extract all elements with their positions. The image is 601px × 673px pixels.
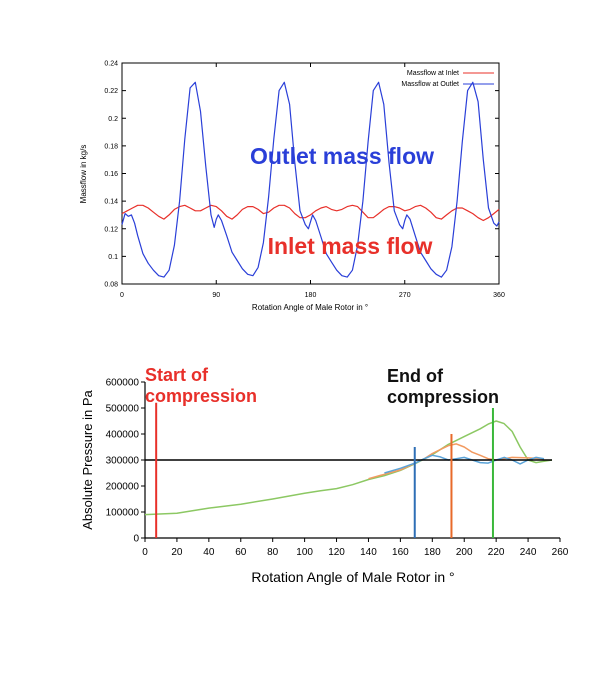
chart1-x-tick-label: 0: [120, 292, 124, 299]
chart2-x-tick-label: 220: [488, 547, 505, 558]
chart2-x-tick-label: 200: [456, 547, 473, 558]
chart-pressure: 0 100000 200000 300000 400000 500000 600000 0 20…: [80, 365, 569, 585]
series-line-orange: [368, 443, 545, 480]
chart2-y-tick-label: 600000: [106, 378, 140, 389]
chart2-y-axis-label: Absolute Pressure in Pa: [80, 390, 95, 530]
chart2-x-tick-label: 140: [360, 547, 377, 558]
chart1-y-tick-label: 0.18: [104, 143, 118, 150]
chart1-y-axis-label: Massflow in kg/s: [79, 145, 88, 204]
chart1-y-tick-label: 0.1: [108, 254, 118, 261]
chart1-y-tick-label: 0.08: [104, 282, 118, 289]
chart2-annotation-end: End of compression: [387, 366, 499, 407]
end-line-1: End of: [387, 366, 444, 386]
chart2-y-tick-label: 500000: [106, 404, 140, 415]
chart2-x-tick-label: 240: [520, 547, 537, 558]
chart1-x-tick-label: 270: [399, 292, 411, 299]
chart1-y-tick-label: 0.16: [104, 171, 118, 178]
chart1-y-tick-label: 0.22: [104, 88, 118, 95]
series-line-green: [144, 420, 553, 516]
chart2-y-tick-label: 0: [133, 534, 139, 545]
chart2-x-tick-label: 20: [171, 547, 183, 558]
chart2-y-tick-label: 300000: [106, 456, 140, 467]
chart2-x-tick-label: 160: [392, 547, 409, 558]
chart2-x-tick-label: 40: [203, 547, 215, 558]
chart1-y-tick-label: 0.24: [104, 61, 118, 68]
chart1-x-tick-label: 180: [305, 292, 317, 299]
chart1-legend: Massflow at Inlet Massflow at Outlet: [401, 70, 494, 88]
chart1-y-tick-label: 0.14: [104, 199, 118, 206]
chart1-annotation-inlet: Inlet mass flow: [268, 233, 433, 259]
chart1-x-tick-label: 360: [493, 292, 505, 299]
chart2-x-tick-label: 60: [235, 547, 247, 558]
series-line-outlet: [121, 81, 500, 278]
chart1-x-tick-label: 90: [212, 292, 220, 299]
legend-label-outlet: Massflow at Outlet: [401, 81, 459, 88]
chart2-x-tick-label: 0: [142, 547, 148, 558]
chart1-plot-frame: [121, 62, 500, 285]
chart2-y-tick-label: 200000: [106, 482, 140, 493]
chart1-x-axis-label: Rotation Angle of Male Rotor in °: [252, 303, 368, 312]
chart2-x-tick-label: 100: [296, 547, 313, 558]
chart2-annotation-start: Start of compression: [145, 365, 257, 406]
chart1-y-tick-label: 0.12: [104, 226, 118, 233]
legend-label-inlet: Massflow at Inlet: [407, 70, 459, 77]
chart2-y-tick-label: 100000: [106, 508, 140, 519]
series-line-inlet: [121, 204, 500, 222]
chart2-x-tick-label: 260: [552, 547, 569, 558]
chart2-x-axis-label: Rotation Angle of Male Rotor in °: [251, 569, 454, 585]
chart2-y-tick-label: 400000: [106, 430, 140, 441]
chart1-annotation-outlet: Outlet mass flow: [250, 143, 434, 169]
end-line-2: compression: [387, 387, 499, 407]
start-line-2: compression: [145, 386, 257, 406]
start-line-1: Start of: [145, 365, 209, 385]
chart2-x-tick-label: 180: [424, 547, 441, 558]
chart2-x-tick-label: 120: [328, 547, 345, 558]
chart-massflow: 0.08 0.1 0.12 0.14 0.16 0.18 0.2 0.22 0.24 0 90 180…: [79, 61, 505, 313]
chart1-y-tick-label: 0.2: [108, 116, 118, 123]
chart2-x-tick-label: 80: [267, 547, 279, 558]
